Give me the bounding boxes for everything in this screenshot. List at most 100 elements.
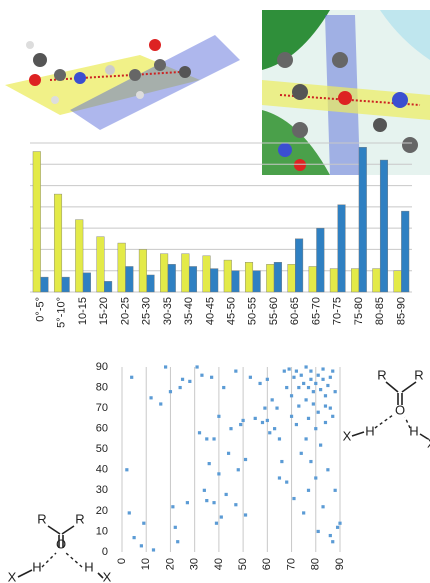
bar xyxy=(295,239,303,292)
bar xyxy=(232,271,240,292)
point xyxy=(176,540,179,543)
point xyxy=(312,390,315,393)
bar xyxy=(147,275,155,292)
atom-label: H xyxy=(84,559,93,574)
point xyxy=(258,382,261,385)
x-tick-label: 0 xyxy=(116,558,128,564)
atom-label: R xyxy=(377,367,386,382)
bar xyxy=(97,237,105,292)
y-tick-label: 40 xyxy=(96,464,108,476)
x-tick-label: 15-20 xyxy=(98,297,110,325)
y-tick-label: 0 xyxy=(102,546,108,558)
point xyxy=(312,402,315,405)
point xyxy=(222,386,225,389)
point xyxy=(200,374,203,377)
point xyxy=(229,427,232,430)
y-tick-label: 10 xyxy=(96,525,108,537)
point xyxy=(329,407,332,410)
x-tick-label: 20-25 xyxy=(119,297,131,325)
bar xyxy=(359,147,367,292)
point xyxy=(302,511,305,514)
point xyxy=(174,526,177,529)
point xyxy=(130,376,133,379)
point xyxy=(307,386,310,389)
point xyxy=(317,411,320,414)
y-tick-label: 80 xyxy=(96,381,108,393)
atom-label: X xyxy=(343,428,352,443)
point xyxy=(309,378,312,381)
x-tick-label: 40-45 xyxy=(204,297,216,325)
point xyxy=(205,437,208,440)
point xyxy=(338,522,341,525)
point xyxy=(309,370,312,373)
point xyxy=(321,505,324,508)
point xyxy=(205,499,208,502)
point xyxy=(329,534,332,537)
point xyxy=(171,505,174,508)
point xyxy=(242,419,245,422)
bar xyxy=(54,194,62,292)
point xyxy=(186,501,189,504)
point xyxy=(304,365,307,368)
point xyxy=(300,374,303,377)
atom-label: R xyxy=(37,511,46,526)
bar xyxy=(33,152,41,292)
point xyxy=(295,423,298,426)
point xyxy=(334,390,337,393)
x-tick-label: 0°-5° xyxy=(35,297,47,322)
atom-label: H xyxy=(409,423,418,438)
point xyxy=(266,419,269,422)
point xyxy=(210,376,213,379)
point xyxy=(285,386,288,389)
bar xyxy=(210,269,218,292)
point xyxy=(295,370,298,373)
x-tick-label: 50-55 xyxy=(247,297,259,325)
bar xyxy=(75,220,83,292)
bar xyxy=(380,160,388,292)
point xyxy=(149,396,152,399)
point xyxy=(292,376,295,379)
point xyxy=(290,394,293,397)
point xyxy=(273,427,276,430)
bar xyxy=(338,205,346,292)
point xyxy=(309,460,312,463)
point xyxy=(227,452,230,455)
bar xyxy=(274,262,282,292)
bar xyxy=(139,249,147,292)
x-tick-label: 90 xyxy=(334,558,346,570)
atom-label: R xyxy=(75,511,84,526)
point xyxy=(152,548,155,551)
bar xyxy=(182,254,190,292)
point xyxy=(261,421,264,424)
point xyxy=(268,431,271,434)
y-tick-label: 70 xyxy=(96,402,108,414)
point xyxy=(307,489,310,492)
point xyxy=(225,493,228,496)
x-tick-label: 5°-10° xyxy=(56,297,68,328)
point xyxy=(307,417,310,420)
point xyxy=(326,384,329,387)
point xyxy=(319,444,322,447)
point xyxy=(234,503,237,506)
point xyxy=(314,382,317,385)
point xyxy=(212,501,215,504)
point xyxy=(179,386,182,389)
atom-label: X xyxy=(103,569,112,583)
point xyxy=(297,386,300,389)
x-tick-label: 80 xyxy=(310,558,322,570)
bar xyxy=(309,266,317,292)
atom-label: R xyxy=(414,367,423,382)
x-tick-label: 10-15 xyxy=(77,297,89,325)
point xyxy=(237,468,240,471)
bar xyxy=(245,262,253,292)
bar xyxy=(168,264,176,292)
point xyxy=(304,398,307,401)
point xyxy=(324,404,327,407)
bar xyxy=(330,269,338,292)
point xyxy=(317,374,320,377)
x-tick-label: 70 xyxy=(285,558,297,570)
point xyxy=(125,468,128,471)
bar xyxy=(41,277,49,292)
x-tick-label: 20 xyxy=(164,558,176,570)
y-tick-label: 90 xyxy=(96,361,108,373)
